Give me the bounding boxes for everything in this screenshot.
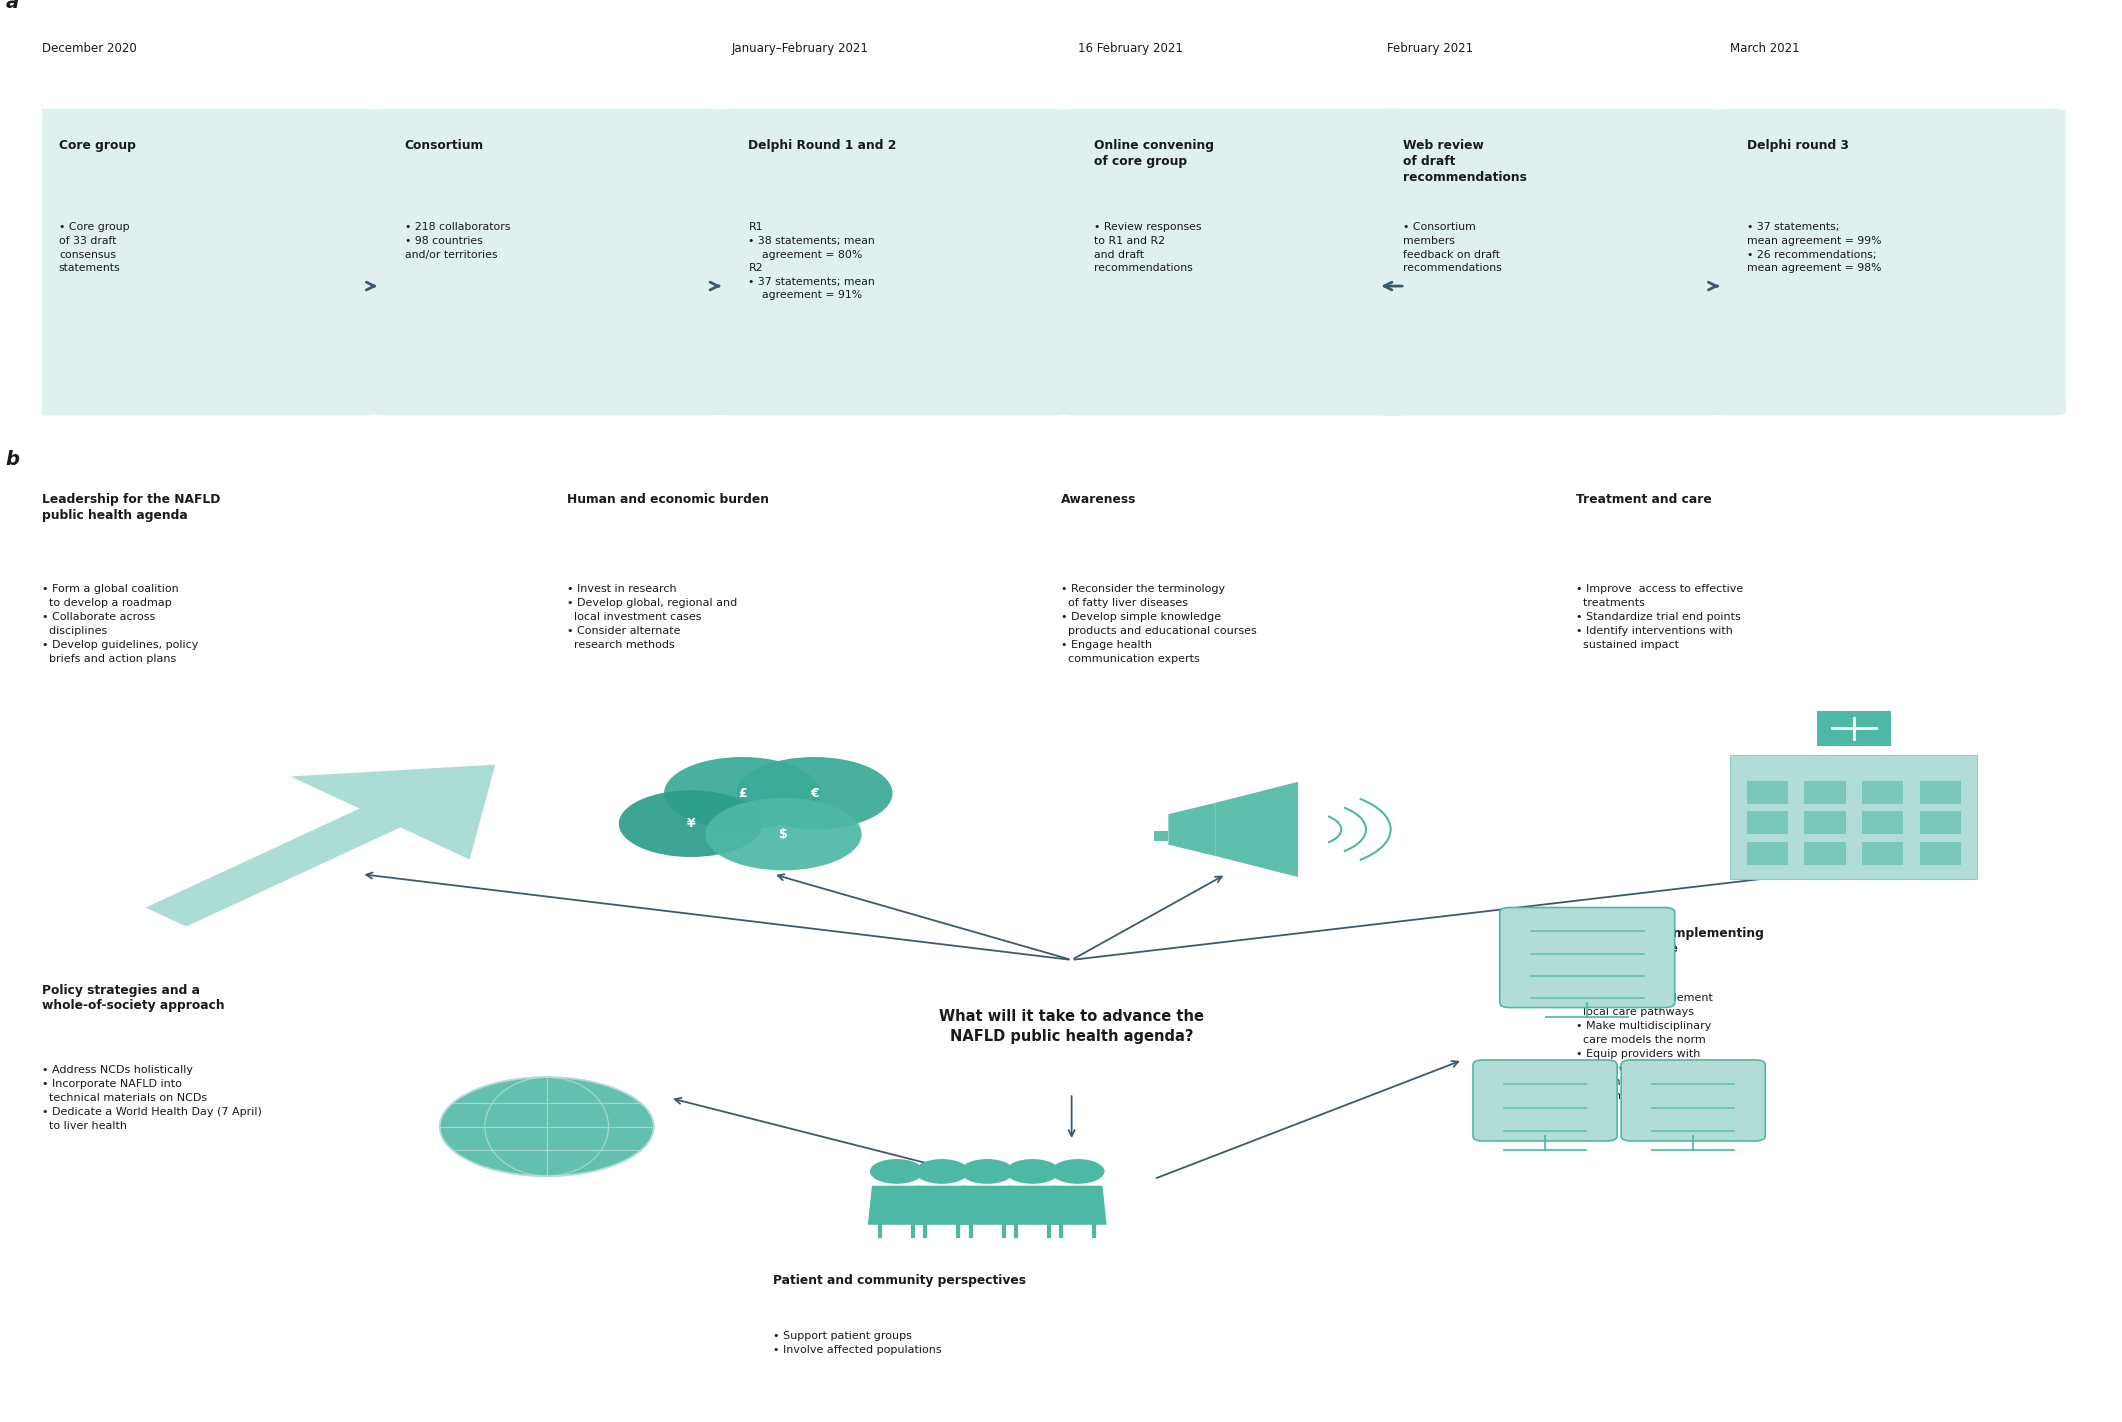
Text: • Review responses
to R1 and R2
and draft
recommendations: • Review responses to R1 and R2 and draf…	[1095, 222, 1201, 273]
Text: Defining and implementing
models of care: Defining and implementing models of care	[1577, 927, 1763, 956]
FancyBboxPatch shape	[1746, 812, 1789, 835]
Text: Delphi Round 1 and 2: Delphi Round 1 and 2	[749, 138, 898, 152]
Circle shape	[1050, 1159, 1106, 1183]
FancyBboxPatch shape	[1861, 781, 1903, 803]
Polygon shape	[912, 1186, 970, 1224]
Circle shape	[620, 791, 764, 857]
Text: Web review
of draft
recommendations: Web review of draft recommendations	[1403, 138, 1528, 183]
FancyBboxPatch shape	[1729, 755, 1978, 879]
FancyBboxPatch shape	[1473, 1059, 1617, 1140]
Circle shape	[915, 1159, 968, 1183]
Text: • Form a global coalition
  to develop a roadmap
• Collaborate across
  discipli: • Form a global coalition to develop a r…	[42, 583, 199, 664]
FancyBboxPatch shape	[1371, 108, 1723, 415]
Text: Awareness: Awareness	[1061, 493, 1137, 506]
FancyBboxPatch shape	[1920, 812, 1961, 835]
Polygon shape	[146, 765, 494, 927]
Polygon shape	[1004, 1186, 1061, 1224]
Circle shape	[736, 757, 893, 829]
Text: Human and economic burden: Human and economic burden	[567, 493, 770, 506]
Circle shape	[705, 798, 862, 870]
FancyBboxPatch shape	[1861, 842, 1903, 865]
Text: Online convening
of core group: Online convening of core group	[1095, 138, 1214, 168]
Text: €: €	[811, 786, 819, 799]
Text: What will it take to advance the
NAFLD public health agenda?: What will it take to advance the NAFLD p…	[940, 1010, 1203, 1044]
Text: Delphi round 3: Delphi round 3	[1746, 138, 1848, 152]
FancyBboxPatch shape	[1861, 812, 1903, 835]
FancyBboxPatch shape	[1061, 108, 1413, 415]
Polygon shape	[868, 1186, 925, 1224]
FancyBboxPatch shape	[1715, 108, 2067, 415]
Text: January–February 2021: January–February 2021	[732, 41, 868, 55]
Text: £: £	[738, 786, 747, 799]
Text: 16 February 2021: 16 February 2021	[1078, 41, 1182, 55]
FancyBboxPatch shape	[1746, 842, 1789, 865]
FancyBboxPatch shape	[25, 108, 378, 415]
Text: Patient and community perspectives: Patient and community perspectives	[772, 1274, 1027, 1287]
Text: February 2021: February 2021	[1386, 41, 1473, 55]
Text: • Consortium
members
feedback on draft
recommendations: • Consortium members feedback on draft r…	[1403, 222, 1502, 273]
Text: • 218 collaborators
• 98 countries
and/or territories: • 218 collaborators • 98 countries and/o…	[405, 222, 509, 260]
FancyBboxPatch shape	[1500, 907, 1674, 1008]
Text: March 2021: March 2021	[1729, 41, 1799, 55]
Polygon shape	[1169, 802, 1216, 856]
FancyBboxPatch shape	[1746, 781, 1789, 803]
Polygon shape	[1154, 832, 1169, 840]
Circle shape	[961, 1159, 1014, 1183]
Text: Treatment and care: Treatment and care	[1577, 493, 1712, 506]
Text: $: $	[779, 828, 787, 840]
FancyBboxPatch shape	[1804, 781, 1846, 803]
Text: Core group: Core group	[59, 138, 136, 152]
Text: ¥: ¥	[688, 818, 696, 830]
Text: Policy strategies and a
whole-of-society approach: Policy strategies and a whole-of-society…	[42, 984, 225, 1012]
FancyBboxPatch shape	[371, 108, 724, 415]
FancyBboxPatch shape	[1920, 842, 1961, 865]
Text: • Invest in research
• Develop global, regional and
  local investment cases
• C: • Invest in research • Develop global, r…	[567, 583, 738, 650]
Polygon shape	[959, 1186, 1016, 1224]
Circle shape	[664, 757, 821, 829]
Text: • Design and implement
  local care pathways
• Make multidisciplinary
  care mod: • Design and implement local care pathwa…	[1577, 993, 1723, 1101]
Text: Leadership for the NAFLD
public health agenda: Leadership for the NAFLD public health a…	[42, 493, 221, 522]
Text: Consortium: Consortium	[405, 138, 484, 152]
FancyBboxPatch shape	[1804, 842, 1846, 865]
FancyBboxPatch shape	[1804, 812, 1846, 835]
Text: December 2020: December 2020	[42, 41, 138, 55]
Text: R1
• 38 statements; mean
    agreement = 80%
R2
• 37 statements; mean
    agreem: R1 • 38 statements; mean agreement = 80%…	[749, 222, 874, 300]
Text: b: b	[6, 451, 19, 469]
Circle shape	[1006, 1159, 1059, 1183]
Circle shape	[439, 1076, 654, 1176]
FancyBboxPatch shape	[715, 108, 1067, 415]
Text: a: a	[6, 0, 19, 13]
Circle shape	[870, 1159, 923, 1183]
Text: • Improve  access to effective
  treatments
• Standardize trial end points
• Ide: • Improve access to effective treatments…	[1577, 583, 1742, 650]
FancyBboxPatch shape	[1920, 781, 1961, 803]
FancyBboxPatch shape	[1816, 711, 1891, 745]
Polygon shape	[1216, 782, 1299, 877]
Text: • 37 statements;
mean agreement = 99%
• 26 recommendations;
mean agreement = 98%: • 37 statements; mean agreement = 99% • …	[1746, 222, 1882, 273]
FancyBboxPatch shape	[1621, 1059, 1766, 1140]
Text: • Reconsider the terminology
  of fatty liver diseases
• Develop simple knowledg: • Reconsider the terminology of fatty li…	[1061, 583, 1256, 664]
Polygon shape	[1048, 1186, 1106, 1224]
Text: • Core group
of 33 draft
consensus
statements: • Core group of 33 draft consensus state…	[59, 222, 129, 273]
Text: • Address NCDs holistically
• Incorporate NAFLD into
  technical materials on NC: • Address NCDs holistically • Incorporat…	[42, 1065, 263, 1130]
Text: • Support patient groups
• Involve affected populations: • Support patient groups • Involve affec…	[772, 1331, 942, 1355]
